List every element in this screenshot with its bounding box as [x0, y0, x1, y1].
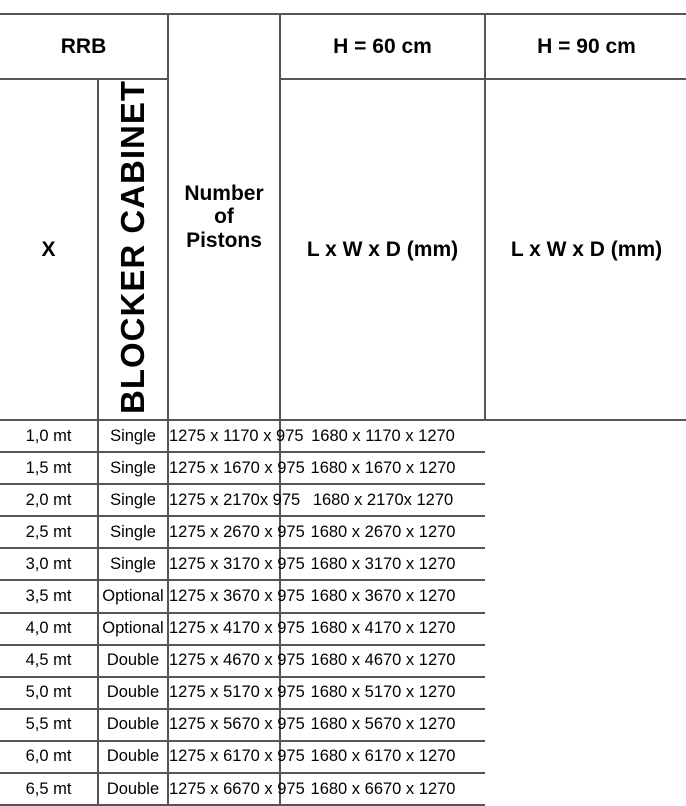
- header-dims-60: L x W x D (mm): [279, 78, 486, 421]
- header-x: X: [0, 78, 99, 421]
- table-row: 4,0 mt Optional 1275 x 4170 x 975 1680 x 41…: [0, 611, 686, 646]
- cell-h90: 1680 x 4170 x 1270: [279, 611, 485, 646]
- cell-h60: 1275 x 6170 x 975: [167, 739, 305, 775]
- cell-h60: 1275 x 1670 x 975: [167, 451, 305, 486]
- cell-h60: 1275 x 3670 x 975: [167, 579, 305, 614]
- cell-pistons: Single: [97, 547, 169, 582]
- cell-h60: 1275 x 6670 x 975: [167, 772, 305, 806]
- header-row-1: RRB Number of Pistons H = 60 cm H = 90 c…: [0, 13, 686, 421]
- header-row-2: X BLOCKER CABINET L x W x D (mm) L x W x…: [0, 78, 686, 421]
- cell-h60: 1275 x 1170 x 975: [167, 418, 304, 454]
- cell-h90: 1680 x 2670 x 1270: [279, 515, 485, 550]
- cell-h90: 1680 x 2170x 1270: [279, 483, 485, 518]
- cell-h90: 1680 x 3170 x 1270: [279, 547, 485, 582]
- cell-h90: 1680 x 5670 x 1270: [279, 707, 485, 742]
- cell-h90: 1680 x 1670 x 1270: [279, 451, 485, 486]
- cell-h60: 1275 x 2670 x 975: [167, 515, 305, 550]
- table-row: 4,5 mt Double 1275 x 4670 x 975 1680 x 4670…: [0, 643, 686, 678]
- cell-h90: 1680 x 5170 x 1270: [279, 675, 485, 710]
- cell-h60: 1275 x 2170x 975: [167, 483, 300, 518]
- header-h60: H = 60 cm: [279, 13, 486, 80]
- header-pistons-line2: of: [214, 205, 234, 229]
- table-row: 1,5 mt Single 1275 x 1670 x 975 1680 x 1670…: [0, 451, 686, 486]
- blocker-cabinet-cell: BLOCKER CABINET: [97, 78, 169, 421]
- cell-h90: 1680 x 6170 x 1270: [279, 739, 485, 775]
- table-row: 1,0 mt Single 1275 x 1170 x 975 1680 x 1170…: [0, 418, 686, 454]
- cell-pistons: Single: [97, 483, 169, 518]
- cell-x: 4,0 mt: [0, 611, 99, 646]
- cell-x: 1,5 mt: [0, 451, 99, 486]
- cell-h60: 1275 x 3170 x 975: [167, 547, 305, 582]
- cell-pistons: Single: [97, 515, 169, 550]
- cell-pistons: Double: [97, 643, 169, 678]
- cell-x: 3,5 mt: [0, 579, 99, 614]
- cell-pistons: Double: [97, 675, 169, 710]
- cell-pistons: Single: [97, 451, 169, 486]
- cell-h60: 1275 x 4170 x 975: [167, 611, 305, 646]
- cell-x: 6,0 mt: [0, 739, 99, 775]
- table-row: 2,5 mt Single 1275 x 2670 x 975 1680 x 2670…: [0, 515, 686, 550]
- cell-x: 6,5 mt: [0, 772, 99, 806]
- cell-x: 2,5 mt: [0, 515, 99, 550]
- header-rrb: RRB: [0, 13, 169, 80]
- cell-pistons: Double: [97, 772, 169, 806]
- cabinet-dimensions-table: RRB Number of Pistons H = 60 cm H = 90 c…: [0, 13, 686, 806]
- cell-pistons: Double: [97, 707, 169, 742]
- cell-h90: 1680 x 3670 x 1270: [279, 579, 485, 614]
- cell-x: 5,5 mt: [0, 707, 99, 742]
- cell-x: 5,0 mt: [0, 675, 99, 710]
- header-h90: H = 90 cm: [484, 13, 686, 80]
- header-pistons-line3: Pistons: [186, 228, 262, 252]
- cell-h60: 1275 x 4670 x 975: [167, 643, 305, 678]
- cell-h60: 1275 x 5170 x 975: [167, 675, 305, 710]
- cell-h90: 1680 x 1170 x 1270: [279, 418, 485, 454]
- table-row: 3,5 mt Optional 1275 x 3670 x 975 1680 x 36…: [0, 579, 686, 614]
- table-row: 6,0 mt Double 1275 x 6170 x 975 1680 x 6170…: [0, 739, 686, 775]
- cell-x: 4,5 mt: [0, 643, 99, 678]
- table-row: 3,0 mt Single 1275 x 3170 x 975 1680 x 3170…: [0, 547, 686, 582]
- header-pistons-line1: Number: [184, 182, 264, 206]
- cell-pistons: Optional: [97, 579, 169, 614]
- header-dims-90: L x W x D (mm): [484, 78, 686, 421]
- cell-h90: 1680 x 4670 x 1270: [279, 643, 485, 678]
- cell-h90: 1680 x 6670 x 1270: [279, 772, 485, 806]
- table-row: 6,5 mt Double 1275 x 6670 x 975 1680 x 6670…: [0, 772, 686, 806]
- table-row: 5,5 mt Double 1275 x 5670 x 975 1680 x 5670…: [0, 707, 686, 742]
- header-pistons: Number of Pistons: [167, 13, 281, 421]
- cell-x: 2,0 mt: [0, 483, 99, 518]
- cell-h60: 1275 x 5670 x 975: [167, 707, 305, 742]
- cell-x: 1,0 mt: [0, 418, 99, 454]
- cell-x: 3,0 mt: [0, 547, 99, 582]
- table-row: 2,0 mt Single 1275 x 2170x 975 1680 x 2170x…: [0, 483, 686, 518]
- cell-pistons: Double: [97, 739, 169, 775]
- table-row: 5,0 mt Double 1275 x 5170 x 975 1680 x 5170…: [0, 675, 686, 710]
- cell-pistons: Single: [97, 418, 169, 454]
- blocker-cabinet-label: BLOCKER CABINET: [114, 80, 151, 414]
- cell-pistons: Optional: [97, 611, 169, 646]
